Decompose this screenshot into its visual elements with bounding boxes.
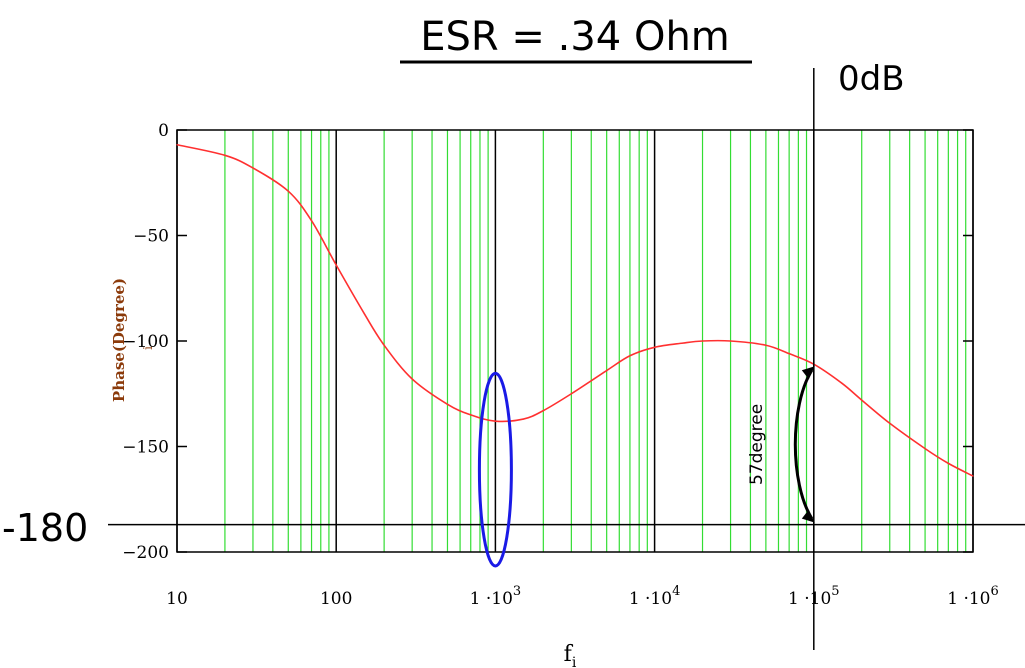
x-tick-label: 1 ·103: [470, 584, 522, 609]
y-tick-marks: [177, 129, 973, 553]
y-tick-label: 0: [158, 121, 169, 141]
phase-curve: [176, 143, 974, 477]
x-tick-label-exponent: 5: [831, 584, 839, 599]
x-tick-label-exponent: 6: [990, 584, 998, 599]
arrow-head-top: [801, 366, 815, 380]
phase-point: [861, 399, 863, 401]
phase-point: [841, 382, 843, 384]
y-tick-labels: 0 −50 −100 −150 −200: [122, 121, 169, 563]
x-tick-label: 1 ·104: [629, 584, 681, 609]
phase-point: [701, 340, 704, 342]
phase-series: [176, 143, 974, 477]
arrow-head-bottom: [801, 509, 815, 523]
phase-point: [654, 346, 656, 348]
y-tick-label: −200: [122, 543, 169, 563]
phase-point: [224, 154, 226, 156]
phase-point: [972, 475, 974, 477]
phase-point: [310, 220, 313, 222]
y-tick-label: −50: [133, 227, 169, 247]
x-tick-label-base: 100: [320, 589, 352, 609]
annotations: [477, 366, 815, 568]
phase-point: [788, 353, 790, 355]
phase-point: [765, 344, 767, 346]
phase-point: [411, 378, 413, 380]
phase-point: [470, 414, 472, 416]
phase-point: [494, 420, 496, 422]
x-tick-label-base: 1 ·10: [947, 589, 990, 609]
y-axis-marker: i: [141, 346, 155, 350]
x-tick-label-base: 1 ·10: [788, 589, 831, 609]
x-tick-label: 1 ·106: [947, 584, 999, 609]
phase-point: [729, 340, 732, 342]
x-tick-label-exponent: 3: [513, 584, 521, 599]
phase-margin-arrow: [793, 369, 814, 520]
phase-point: [570, 393, 572, 395]
major-gridlines: [176, 130, 974, 552]
x-tick-label-base: 1 ·10: [629, 589, 672, 609]
x-tick-labels: 10 100 1 ·103 1 ·104 1 ·105 1 ·106: [166, 584, 999, 609]
phase-point: [947, 462, 949, 464]
x-tick-label: 10: [166, 589, 188, 609]
phase-margin-label: 57degree: [747, 404, 767, 485]
phase-point: [629, 355, 631, 357]
reference-line-label: -180: [2, 506, 88, 550]
y-axis-label: Phase(Degree): [110, 278, 128, 402]
phase-point: [287, 190, 289, 192]
y-tick-label: −150: [122, 438, 169, 458]
phase-point: [252, 167, 254, 169]
chart-title: ESR = .34 Ohm: [420, 14, 730, 60]
x-tick-label: 1 ·105: [788, 584, 840, 609]
x-axis-label-base: f: [564, 642, 574, 667]
phase-point: [682, 342, 684, 344]
phase-point: [363, 312, 365, 315]
x-tick-label: 100: [320, 589, 352, 609]
minor-gridlines: [224, 130, 967, 552]
highlight-ellipse: [477, 371, 513, 568]
x-axis-label: fi: [564, 642, 577, 668]
phase-point: [383, 344, 385, 346]
x-tick-label-exponent: 4: [672, 584, 680, 599]
x-axis-label-subscript: i: [572, 655, 577, 668]
phase-point: [924, 448, 926, 450]
plot-frame: [176, 129, 974, 553]
phase-point: [176, 144, 178, 146]
phase-point: [606, 369, 608, 372]
x-tick-label-base: 10: [166, 589, 188, 609]
phase-point: [335, 264, 337, 266]
phase-point: [889, 422, 891, 424]
phase-point: [522, 418, 525, 420]
y-tick-label: −100: [122, 332, 169, 352]
crossover-label: 0dB: [838, 59, 905, 99]
phase-point: [542, 410, 544, 412]
x-tick-label-base: 1 ·10: [470, 589, 513, 609]
phase-point: [446, 403, 449, 405]
